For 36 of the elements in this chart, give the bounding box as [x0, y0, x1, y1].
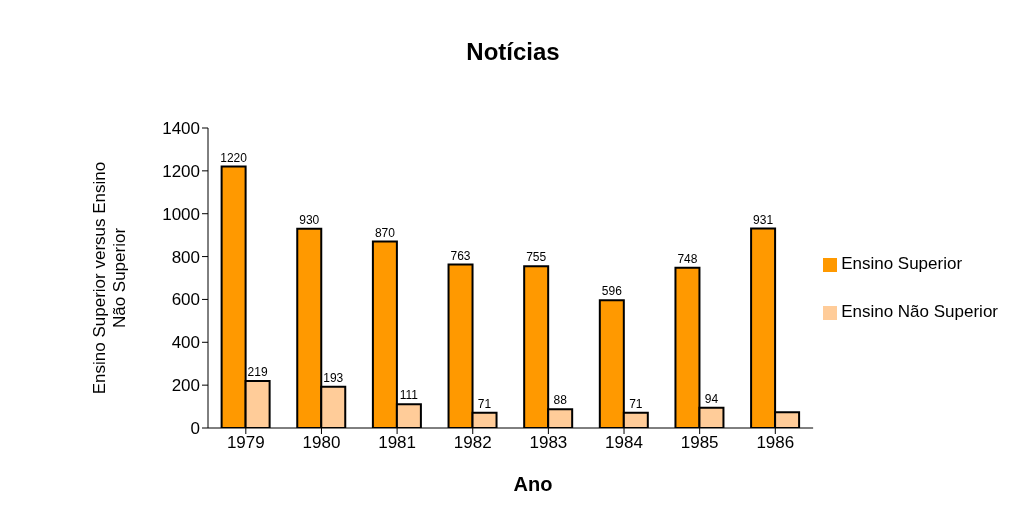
y-tick-label: 1200 — [162, 161, 200, 181]
x-tick-label: 1980 — [302, 433, 341, 453]
legend-label: Ensino Superior — [841, 254, 963, 273]
data-label: 596 — [601, 284, 623, 299]
data-label: 870 — [374, 225, 396, 240]
data-label: 748 — [677, 251, 698, 266]
data-label: 88 — [553, 393, 568, 408]
y-axis-title: Ensino Superior versus Ensino Não Superior — [90, 160, 130, 397]
data-label: 1220 — [220, 150, 248, 165]
data-label: 71 — [629, 396, 643, 411]
y-tick-label: 1400 — [162, 119, 200, 139]
x-tick-label: 1983 — [529, 433, 568, 453]
y-tick-label: 200 — [171, 376, 200, 396]
x-tick-label: 1979 — [226, 433, 265, 453]
legend-label: Ensino Não Superior — [841, 302, 998, 321]
y-tick-label: 600 — [171, 290, 200, 310]
chart-title: Notícias — [465, 38, 561, 66]
y-tick-label: 800 — [171, 247, 200, 267]
data-label: 71 — [477, 396, 492, 411]
data-label: 94 — [704, 391, 719, 406]
y-tick-label: 0 — [190, 419, 200, 439]
x-tick-label: 1986 — [756, 433, 795, 453]
data-label: 111 — [399, 388, 419, 403]
data-label: 763 — [450, 248, 471, 263]
y-tick-label: 400 — [171, 333, 200, 353]
x-tick-label: 1982 — [453, 433, 492, 453]
x-axis-title: Ano — [512, 473, 554, 496]
data-label: 219 — [247, 365, 268, 380]
data-label: 931 — [753, 212, 774, 227]
x-tick-label: 1985 — [680, 433, 719, 453]
data-label: 930 — [299, 212, 320, 227]
y-tick-label: 1000 — [162, 204, 200, 224]
data-label: 193 — [323, 370, 344, 385]
x-tick-label: 1981 — [378, 433, 417, 453]
x-tick-label: 1984 — [605, 433, 643, 453]
data-label: 755 — [526, 250, 547, 265]
